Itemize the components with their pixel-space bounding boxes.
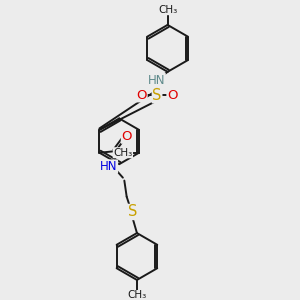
Text: HN: HN [148, 74, 165, 86]
Text: S: S [152, 88, 162, 103]
Text: CH₃: CH₃ [158, 5, 177, 15]
Text: CH₃: CH₃ [127, 290, 147, 300]
Text: O: O [122, 130, 132, 143]
Text: O: O [167, 89, 178, 102]
Text: O: O [136, 89, 147, 102]
Text: S: S [128, 204, 137, 219]
Text: HN: HN [100, 160, 118, 173]
Text: CH₃: CH₃ [113, 148, 133, 158]
